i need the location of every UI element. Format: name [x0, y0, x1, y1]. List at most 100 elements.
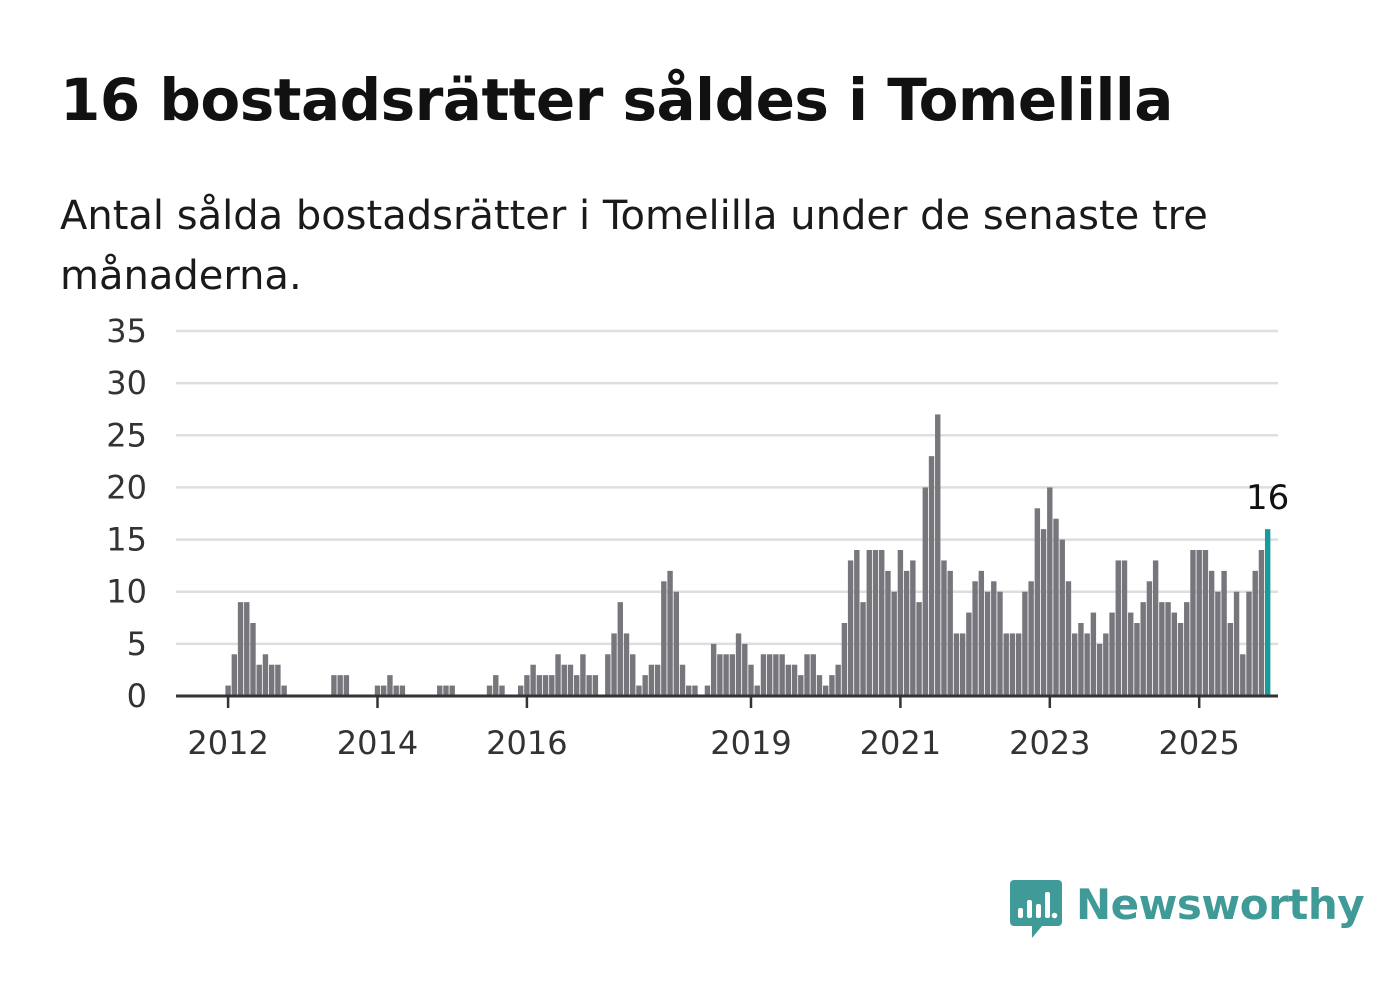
y-tick-label-10: 10: [106, 573, 147, 611]
y-axis-tick-labels: 0 5 10 15 20 25 30 35: [106, 312, 147, 715]
bar: [1078, 623, 1084, 696]
bar: [393, 685, 399, 696]
bar: [748, 664, 754, 696]
bar: [449, 685, 455, 696]
y-tick-label-30: 30: [106, 364, 147, 402]
bar: [530, 664, 536, 696]
bar: [580, 654, 586, 696]
bar: [841, 623, 848, 696]
bar: [237, 602, 244, 696]
bar: [331, 675, 337, 696]
bar: [729, 654, 736, 696]
bar: [517, 685, 524, 696]
chart-gridlines: [176, 329, 1278, 646]
bar: [866, 550, 872, 696]
bar: [493, 675, 499, 696]
x-tick-label-2025: 2025: [1158, 724, 1239, 762]
chart-annotations: 16: [1246, 478, 1289, 518]
bar: [891, 591, 897, 696]
bar: [791, 664, 798, 696]
bar: [910, 560, 916, 696]
bar: [1246, 591, 1252, 696]
bar: [860, 602, 866, 696]
bar: [549, 675, 555, 696]
bar: [567, 664, 574, 696]
bar: [928, 456, 935, 696]
bar: [1065, 581, 1072, 696]
bar: [536, 675, 543, 696]
bar: [1146, 581, 1153, 696]
bar: [922, 487, 928, 696]
bar: [499, 685, 505, 696]
bar: [1028, 581, 1034, 696]
bar: [735, 633, 742, 696]
bar: [1053, 518, 1059, 696]
bar: [1233, 591, 1240, 696]
bar: [847, 560, 854, 696]
bar: [524, 675, 530, 696]
bar: [586, 675, 592, 696]
bar: [437, 685, 443, 696]
bar: [710, 643, 717, 696]
bar: [443, 685, 449, 696]
bar: [872, 550, 879, 696]
bar: [1090, 612, 1097, 696]
bar: [555, 654, 561, 696]
bar: [1096, 643, 1103, 696]
bar: [654, 664, 661, 696]
bar: [903, 570, 910, 696]
bar: [231, 654, 238, 696]
bar: [250, 623, 256, 696]
bar: [1252, 570, 1258, 696]
bar: [1171, 612, 1177, 696]
bar: [592, 675, 599, 696]
bar: [1190, 550, 1196, 696]
bar: [225, 685, 231, 696]
bar: [1022, 591, 1028, 696]
y-tick-label-15: 15: [106, 521, 147, 559]
bar: [661, 581, 667, 696]
bar: [1072, 633, 1078, 696]
bar: [1003, 633, 1009, 696]
bar: [829, 675, 835, 696]
bar: [1215, 591, 1221, 696]
bar: [935, 414, 941, 696]
bar: [574, 675, 580, 696]
latest-value-label: 16: [1246, 478, 1289, 518]
bar: [1128, 612, 1134, 696]
x-tick-label-2012: 2012: [187, 724, 268, 762]
bar: [561, 664, 567, 696]
y-tick-label-20: 20: [106, 468, 147, 506]
x-tick-label-2014: 2014: [337, 724, 418, 762]
bar: [486, 685, 493, 696]
bar: [1009, 633, 1016, 696]
bar: [281, 685, 287, 696]
bar: [1152, 560, 1159, 696]
bar: [916, 602, 922, 696]
bar: [605, 654, 611, 696]
bar: [953, 633, 960, 696]
bar: [823, 685, 829, 696]
bar: [686, 685, 692, 696]
y-tick-label-0: 0: [127, 677, 147, 715]
bar: [1015, 633, 1022, 696]
x-axis-ticks: 2012 2014 2016 2019 2021 2023 2025: [187, 696, 1240, 762]
bar: [1115, 560, 1121, 696]
bar: [1047, 487, 1053, 696]
bar: [966, 612, 972, 696]
y-tick-label-25: 25: [106, 416, 147, 454]
newsworthy-logo-text: Newsworthy: [1076, 880, 1365, 929]
bar: [381, 685, 387, 696]
bar: [275, 664, 281, 696]
bar: [1221, 570, 1227, 696]
bar-highlight-latest: [1264, 529, 1271, 696]
bar: [785, 664, 792, 696]
bar: [636, 685, 642, 696]
bar: [947, 570, 953, 696]
bar: [1227, 623, 1234, 696]
bar: [542, 675, 549, 696]
y-tick-label-5: 5: [127, 625, 147, 663]
bar: [798, 675, 804, 696]
bar: [343, 675, 350, 696]
